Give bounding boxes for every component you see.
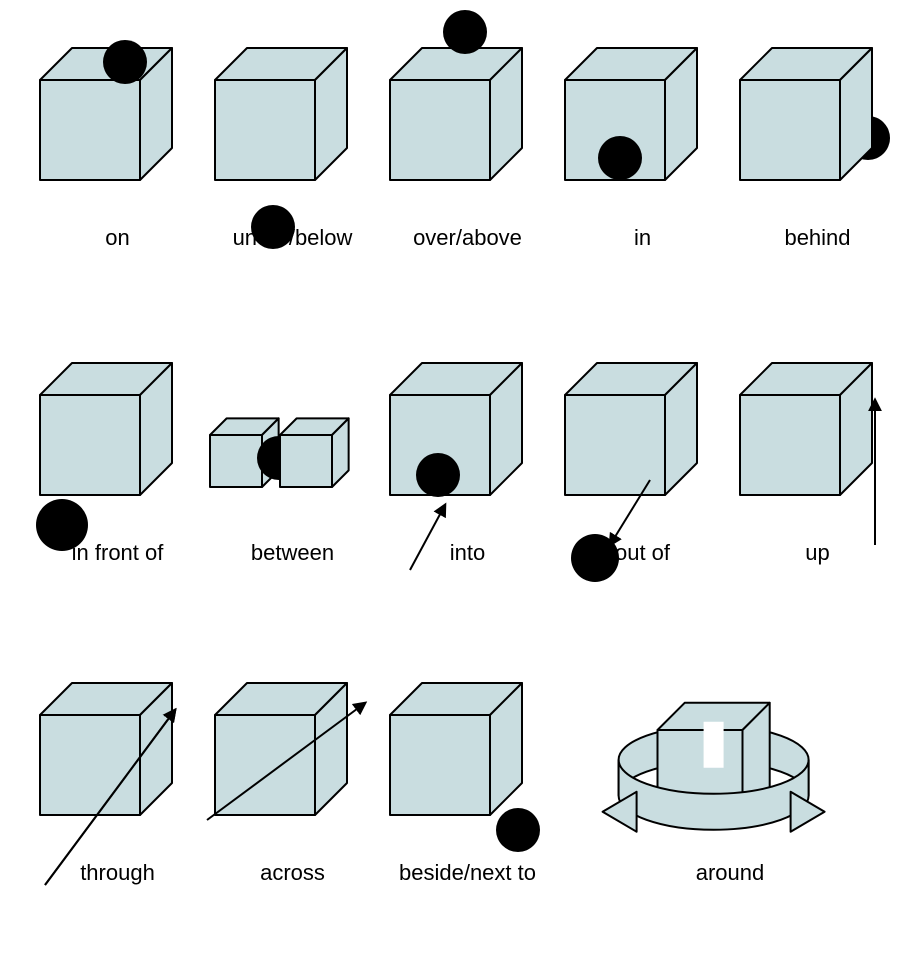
label-out-of: out of <box>555 540 730 566</box>
cell-through: through <box>30 660 205 915</box>
cell-under-below: under/below <box>205 25 380 280</box>
label-in-front-of: in front of <box>30 540 205 566</box>
cell-out-of: out of <box>555 340 730 595</box>
cell-around: around <box>555 660 900 915</box>
cell-up: up <box>730 340 900 595</box>
label-beside-next-to: beside/next to <box>380 860 555 886</box>
cell-into: into <box>380 340 555 595</box>
label-up: up <box>730 540 900 566</box>
prepositions-diagram: onunder/belowover/aboveinbehind in front … <box>0 0 900 955</box>
cell-in-front-of: in front of <box>30 340 205 595</box>
label-into: into <box>380 540 555 566</box>
cell-between: between <box>205 340 380 595</box>
label-around: around <box>555 860 900 886</box>
label-behind: behind <box>730 225 900 251</box>
label-over-above: over/above <box>380 225 555 251</box>
cell-over-above: over/above <box>380 25 555 280</box>
label-under-below: under/below <box>205 225 380 251</box>
label-across: across <box>205 860 380 886</box>
cell-on: on <box>30 25 205 280</box>
label-on: on <box>30 225 205 251</box>
label-through: through <box>30 860 205 886</box>
label-in: in <box>555 225 730 251</box>
cell-behind: behind <box>730 25 900 280</box>
cell-across: across <box>205 660 380 915</box>
cell-beside-next-to: beside/next to <box>380 660 555 915</box>
label-between: between <box>205 540 380 566</box>
cell-in: in <box>555 25 730 280</box>
